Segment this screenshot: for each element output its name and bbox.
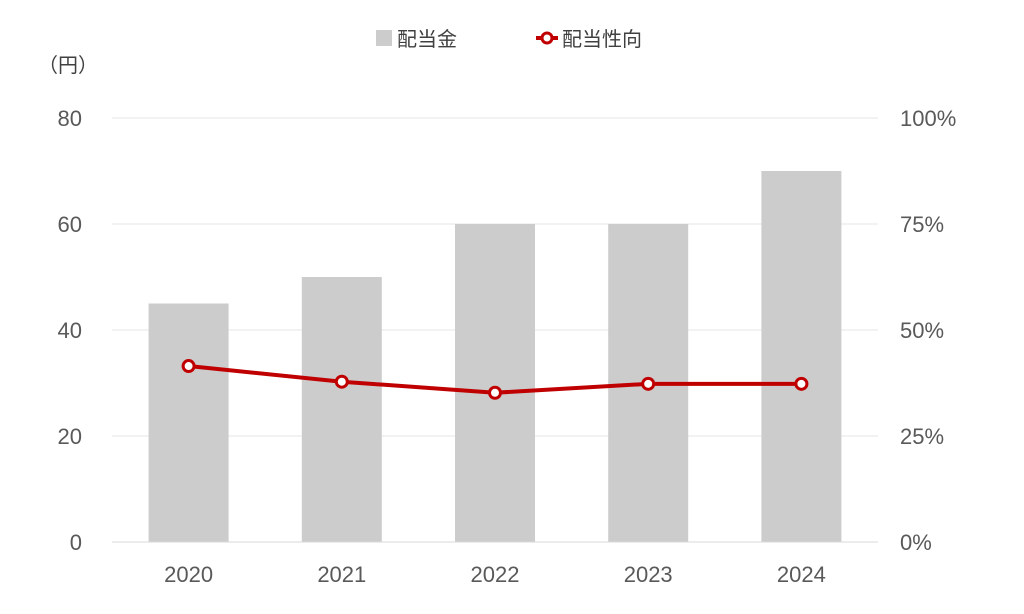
x-tick-label: 2020 [164, 562, 213, 587]
point [794, 376, 809, 391]
y-tick-label: 20 [58, 424, 82, 449]
y2-tick-label: 0% [900, 530, 932, 555]
legend-label: 配当性向 [562, 27, 642, 51]
y2-tick-label: 25% [900, 424, 944, 449]
y-tick-label: 0 [70, 530, 82, 555]
bar [148, 303, 229, 542]
legend-swatch-marker [540, 31, 554, 45]
x-tick-label: 2022 [471, 562, 520, 587]
bar [455, 224, 535, 542]
x-tick-label: 2021 [317, 562, 366, 587]
bar-series [148, 171, 842, 542]
legend-label: 配当金 [397, 27, 457, 51]
line-series [181, 359, 809, 400]
bar [761, 171, 842, 542]
y-tick-label: 40 [58, 318, 82, 343]
legend-swatch-bar [376, 30, 392, 46]
point [488, 385, 502, 400]
y-axis-unit-label: （円） [38, 53, 98, 77]
axes: 0 20 40 60 80 0% 25% 50% 75% 100% 2020 2021 2022 2023… [58, 106, 957, 587]
y-tick-label: 60 [58, 212, 82, 237]
point [181, 359, 196, 374]
y-tick-label: 80 [58, 106, 82, 131]
x-tick-label: 2024 [777, 562, 826, 587]
x-tick-label: 2023 [624, 562, 673, 587]
bar [301, 277, 382, 542]
y2-tick-label: 100% [900, 106, 956, 131]
point [334, 374, 349, 389]
point [641, 376, 656, 391]
legend: 配当金 配当性向 [376, 27, 642, 51]
y2-tick-label: 75% [900, 212, 944, 237]
y2-tick-label: 50% [900, 318, 944, 343]
